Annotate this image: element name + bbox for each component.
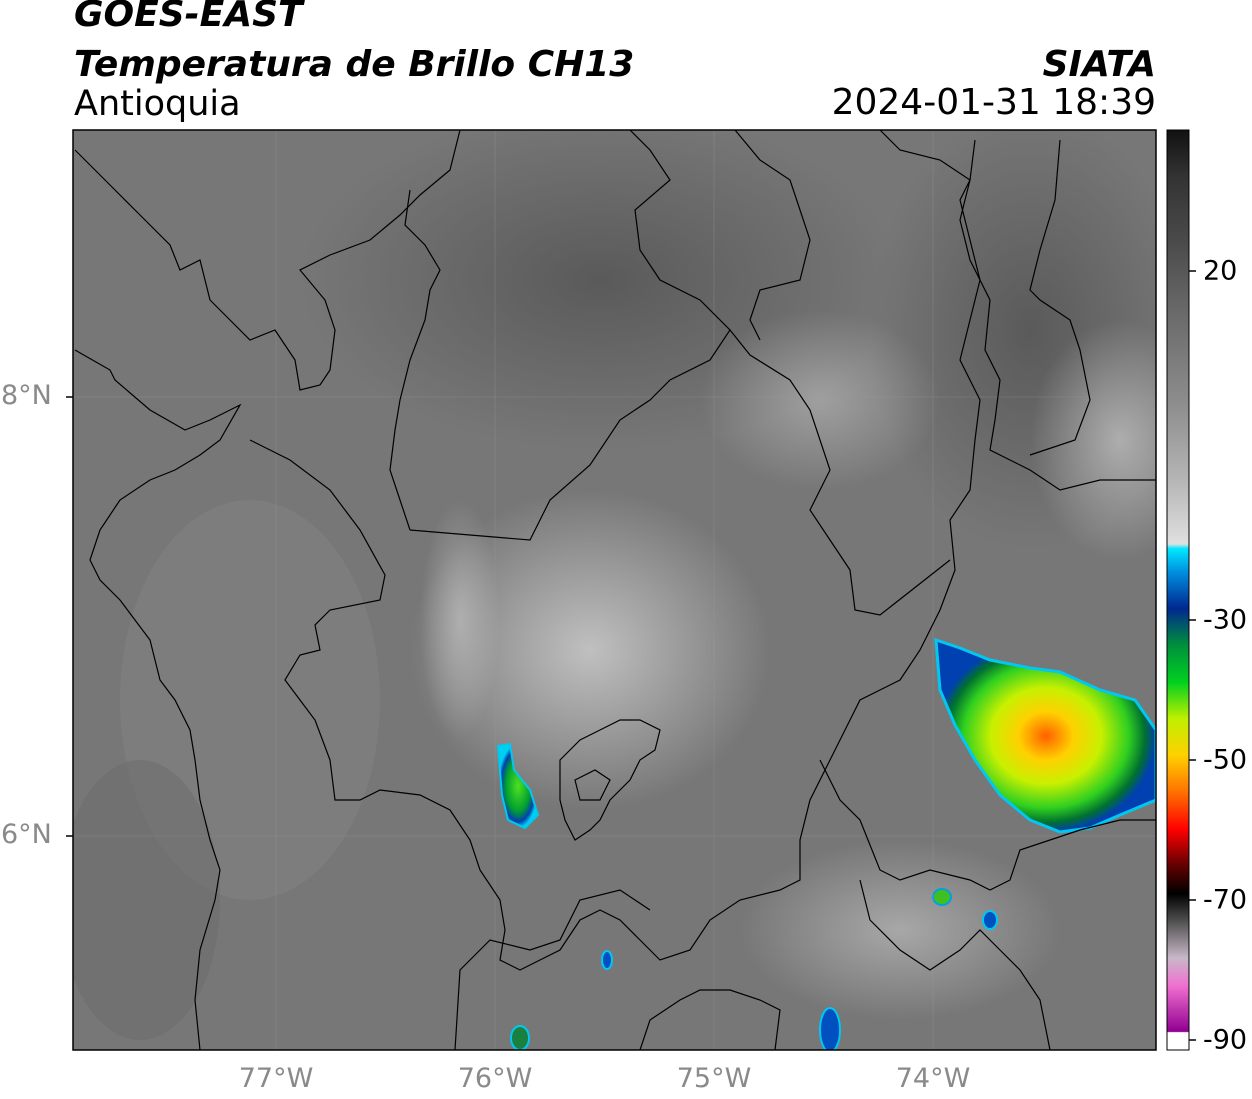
medellin-municipal	[559, 719, 661, 841]
colorbar-label-minus30: -30	[1203, 604, 1248, 636]
storm-cell-east	[934, 637, 1156, 834]
lon-label-75w: 75°W	[676, 1063, 752, 1094]
gulf-coast	[74, 349, 242, 1050]
colorbar-label-20: 20	[1203, 255, 1238, 287]
coastline	[74, 130, 461, 391]
risaralda-border	[454, 889, 651, 1050]
bolivar-border	[729, 329, 951, 616]
organization-label: SIATA	[1042, 44, 1156, 85]
colorbar-ticks	[1189, 270, 1196, 1041]
map-frame	[72, 129, 1157, 1051]
lon-label-76w: 76°W	[457, 1063, 533, 1094]
lat-label-8n: 8°N	[1, 380, 52, 411]
antioquia-border	[249, 139, 981, 971]
timestamp: 2024-01-31 18:39	[831, 82, 1156, 123]
storm-cell-small-4	[819, 1007, 841, 1050]
sucre-border	[409, 130, 731, 541]
storm-cell-small-5	[510, 1025, 530, 1050]
venezuela-border	[1029, 139, 1091, 456]
boundaries	[74, 130, 1156, 1050]
colorbar	[1166, 129, 1190, 1051]
title-product: Temperatura de Brillo CH13	[74, 44, 635, 85]
axis-ticks	[66, 396, 73, 837]
santander-border	[734, 130, 811, 341]
storm-cell-small-1	[932, 888, 952, 906]
title-region: Antioquia	[74, 84, 241, 124]
colorbar-label-minus70: -70	[1203, 884, 1248, 916]
cesar-border	[879, 130, 1156, 491]
title-satellite: GOES-EAST	[74, 0, 303, 35]
caldas-border	[819, 759, 1156, 891]
cordoba-border	[389, 189, 441, 531]
colorbar-label-minus90: -90	[1203, 1024, 1248, 1056]
storm-cell-small-3	[601, 950, 613, 970]
storm-cell-small-2	[982, 910, 998, 930]
brightness-temperature-field	[73, 130, 1156, 1050]
lon-label-74w: 74°W	[895, 1063, 971, 1094]
tolima-border	[639, 989, 781, 1050]
storm-cell-west	[496, 742, 540, 830]
colorbar-label-minus50: -50	[1203, 744, 1248, 776]
gridlines	[73, 130, 1156, 1050]
boyaca-border	[859, 879, 1051, 1050]
lon-label-77w: 77°W	[238, 1063, 314, 1094]
lat-label-6n: 6°N	[1, 819, 52, 850]
